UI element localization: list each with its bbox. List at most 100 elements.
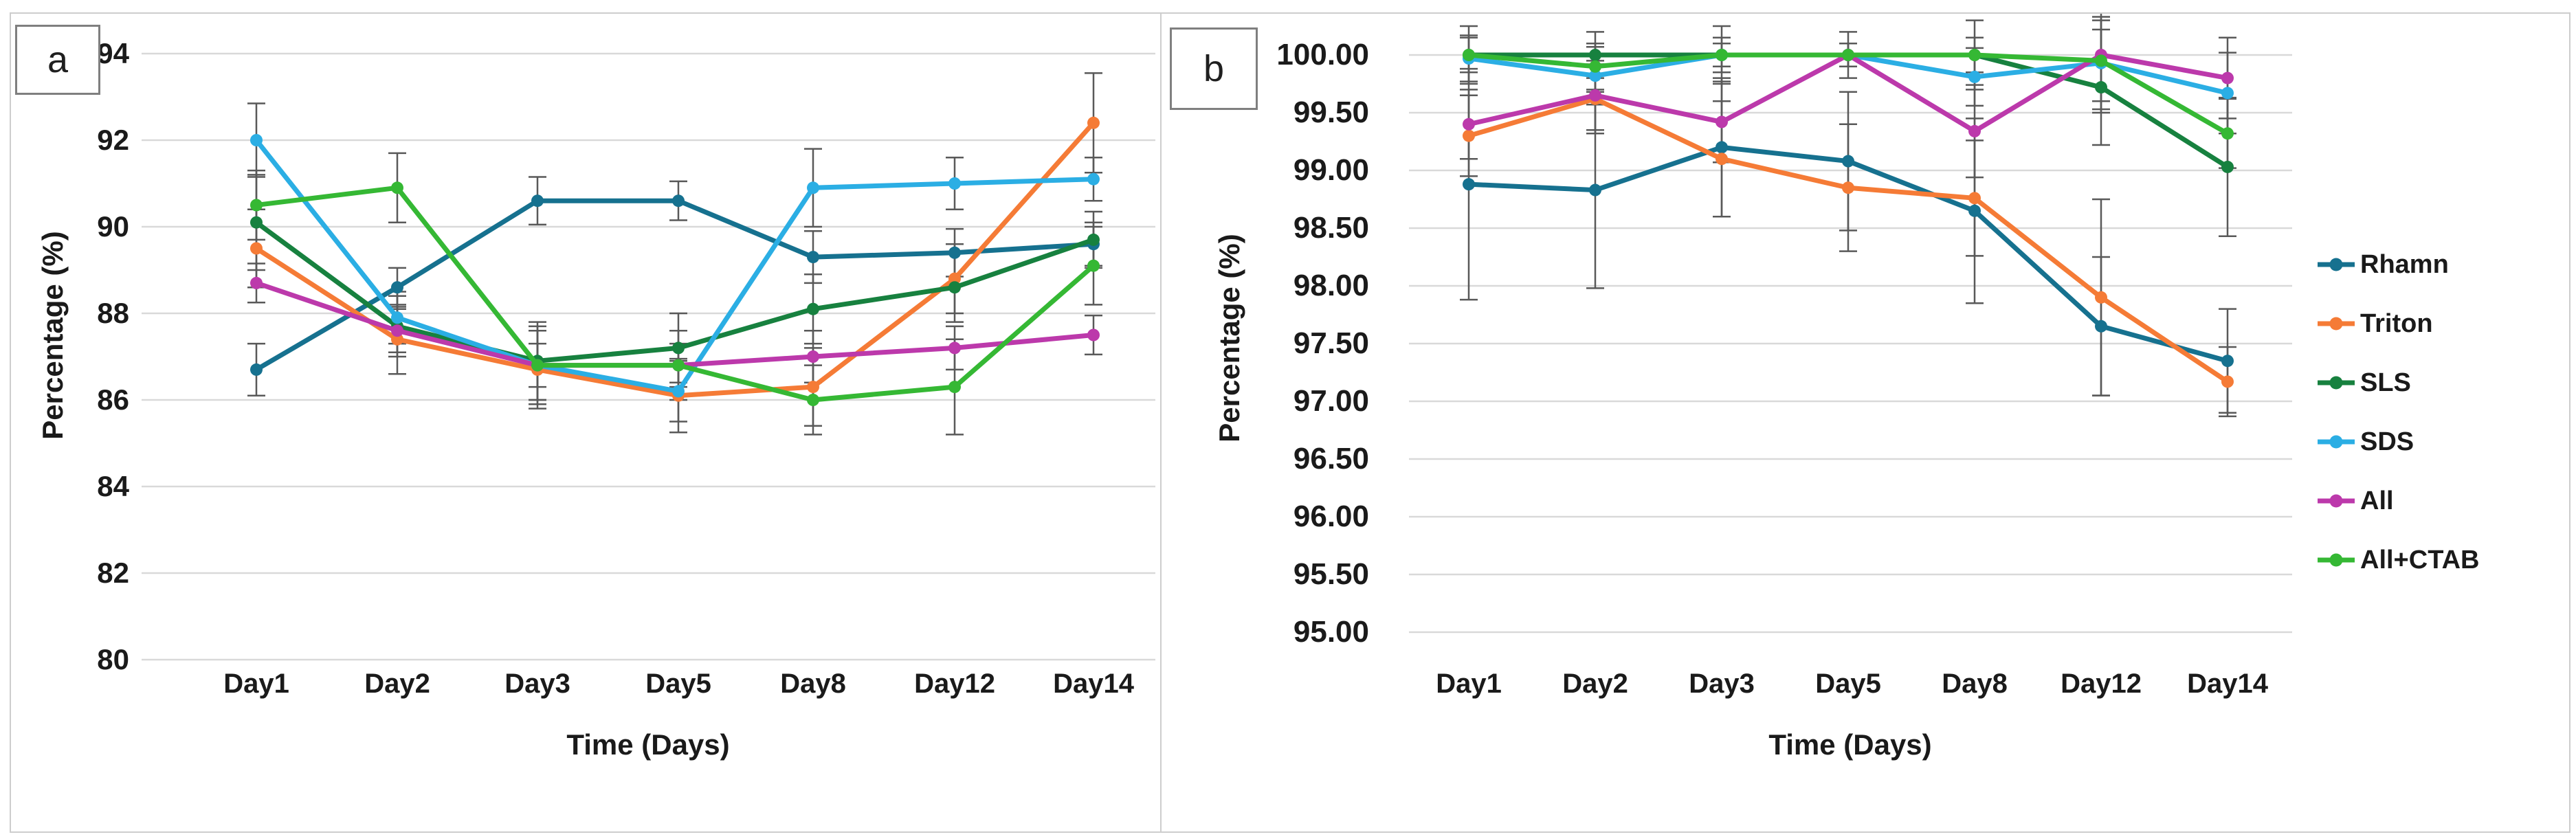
rhamn-marker-day14 bbox=[2221, 355, 2234, 368]
all-ctab-marker-day12 bbox=[2095, 54, 2107, 67]
y-tick-label: 97.50 bbox=[1293, 326, 1369, 360]
panel-b-label-box: b bbox=[1170, 27, 1258, 110]
y-tick-label: 88 bbox=[97, 297, 129, 329]
all-ctab-marker-day8 bbox=[1968, 49, 1981, 61]
rhamn-marker-day12 bbox=[948, 246, 961, 259]
sds-marker-day1 bbox=[250, 134, 263, 146]
y-tick-label: 90 bbox=[97, 210, 129, 243]
x-tick-label: Day1 bbox=[1436, 669, 1502, 699]
sls-marker-day2 bbox=[1589, 49, 1601, 61]
all-ctab-marker-day12 bbox=[948, 381, 961, 394]
x-tick-label: Day2 bbox=[1562, 669, 1628, 699]
triton-marker-day5 bbox=[1842, 181, 1854, 194]
triton-marker-day14 bbox=[2221, 375, 2234, 388]
rhamn-marker-day8 bbox=[807, 251, 819, 264]
y-tick-label: 92 bbox=[97, 124, 129, 156]
y-tick-label: 98.00 bbox=[1293, 269, 1369, 302]
triton-marker-day8 bbox=[1968, 192, 1981, 205]
all-ctab-marker-day5 bbox=[1842, 49, 1854, 61]
rhamn-marker-day2 bbox=[391, 281, 403, 294]
y-tick-label: 99.50 bbox=[1293, 96, 1369, 129]
y-tick-label: 96.50 bbox=[1293, 442, 1369, 476]
sds-marker-day2 bbox=[1589, 69, 1601, 82]
triton-marker-day12 bbox=[948, 272, 961, 285]
sds-marker-day8 bbox=[1968, 70, 1981, 83]
sds-marker-day2 bbox=[391, 311, 403, 324]
sls-marker-day5 bbox=[672, 342, 685, 355]
all-ctab-marker-day5 bbox=[672, 359, 685, 372]
rhamn-marker-day5 bbox=[672, 194, 685, 208]
chart-panel-a: a Percentage (%) Time (Days) 94 92 90 88 86 8… bbox=[10, 12, 1162, 833]
triton-series-line bbox=[254, 120, 1096, 399]
all-marker-day2 bbox=[1589, 89, 1601, 102]
triton-marker-day1 bbox=[250, 242, 263, 255]
y-tick-label: 95.00 bbox=[1293, 615, 1369, 649]
all-ctab-marker-day1 bbox=[250, 199, 263, 212]
panel-a-label-box: a bbox=[15, 25, 100, 95]
x-tick-label: Day1 bbox=[223, 669, 289, 699]
y-tick-label: 80 bbox=[97, 643, 129, 675]
x-tick-label: Day14 bbox=[2187, 669, 2268, 699]
x-tick-label: Day3 bbox=[504, 669, 570, 699]
x-tick-label: Day8 bbox=[1942, 669, 2008, 699]
rhamn-marker-day1 bbox=[250, 363, 263, 376]
sds-marker-day8 bbox=[807, 181, 819, 194]
all-ctab-marker-day14 bbox=[1087, 259, 1100, 272]
rhamn-marker-day3 bbox=[1716, 141, 1728, 154]
y-tick-label: 95.50 bbox=[1293, 557, 1369, 591]
rhamn-marker-day5 bbox=[1842, 155, 1854, 168]
x-tick-label: Day2 bbox=[364, 669, 430, 699]
x-tick-label: Day12 bbox=[914, 669, 995, 699]
panel-b-label: b bbox=[1203, 48, 1225, 89]
rhamn-marker-day3 bbox=[531, 194, 544, 208]
triton-marker-day14 bbox=[1087, 116, 1100, 129]
y-tick-label: 84 bbox=[97, 470, 129, 502]
all-marker-day1 bbox=[1463, 118, 1475, 131]
chart-b-plot-area bbox=[1409, 14, 2292, 634]
triton-marker-day2 bbox=[391, 333, 403, 346]
y-tick-label: 82 bbox=[97, 557, 129, 589]
sls-marker-day1 bbox=[250, 216, 263, 229]
sls-marker-day8 bbox=[807, 302, 819, 315]
sls-marker-day12 bbox=[948, 281, 961, 294]
all-marker-day12 bbox=[948, 342, 961, 355]
x-tick-label: Day5 bbox=[645, 669, 711, 699]
triton-marker-day3 bbox=[1716, 153, 1728, 166]
y-tick-label: 99.00 bbox=[1293, 153, 1369, 187]
x-tick-label: Day12 bbox=[2061, 669, 2142, 699]
triton-marker-day1 bbox=[1463, 129, 1475, 142]
y-tick-label: 97.00 bbox=[1293, 384, 1369, 418]
x-tick-label: Day3 bbox=[1689, 669, 1755, 699]
all-marker-day3 bbox=[1716, 115, 1728, 128]
rhamn-marker-day2 bbox=[1589, 183, 1601, 197]
y-tick-label: 98.50 bbox=[1293, 211, 1369, 245]
sds-marker-day14 bbox=[1087, 172, 1100, 186]
panel-a-label: a bbox=[47, 39, 69, 80]
x-tick-label: Day14 bbox=[1053, 669, 1134, 699]
x-tick-label: Day8 bbox=[780, 669, 846, 699]
chart-b-x-axis-title: Time (Days) bbox=[1768, 728, 1932, 761]
y-tick-label: 86 bbox=[97, 383, 129, 416]
all-ctab-marker-day2 bbox=[391, 181, 403, 194]
y-tick-label: 94 bbox=[97, 37, 129, 69]
chart-panel-b: b Percentage (%) Time (Days) 100.00 99.50… bbox=[1160, 12, 2571, 833]
x-tick-label: Day5 bbox=[1815, 669, 1881, 699]
all-ctab-marker-day3 bbox=[531, 359, 544, 372]
sls-marker-day14 bbox=[2221, 160, 2234, 173]
all-marker-day8 bbox=[1968, 124, 1981, 137]
chart-a-plot-area bbox=[142, 52, 1155, 661]
chart-a-x-axis-title: Time (Days) bbox=[566, 728, 730, 761]
all-ctab-marker-day1 bbox=[1463, 49, 1475, 61]
triton-marker-day8 bbox=[807, 381, 819, 394]
sds-marker-day14 bbox=[2221, 87, 2234, 100]
all-ctab-marker-day8 bbox=[807, 394, 819, 406]
y-tick-label: 96.00 bbox=[1293, 500, 1369, 533]
sls-marker-day14 bbox=[1087, 233, 1100, 246]
all-ctab-marker-day2 bbox=[1589, 60, 1601, 73]
rhamn-marker-day12 bbox=[2095, 320, 2107, 333]
sds-marker-day12 bbox=[948, 177, 961, 190]
sds-marker-day5 bbox=[672, 385, 685, 398]
sls-series-line bbox=[254, 220, 1096, 363]
sls-marker-day12 bbox=[2095, 81, 2107, 94]
